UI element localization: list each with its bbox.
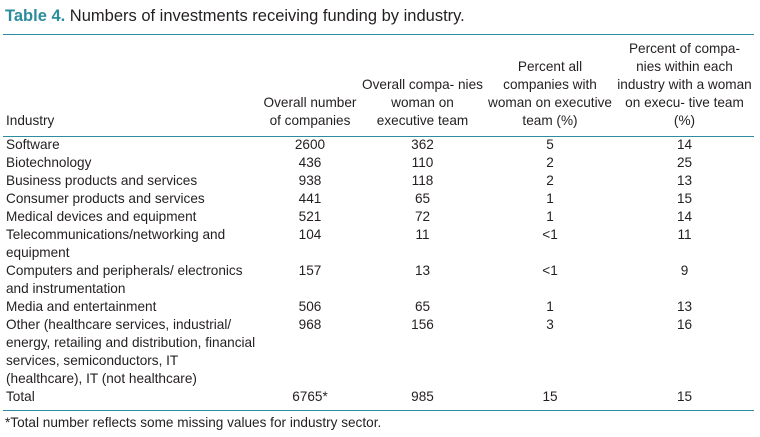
value-cell: 13: [676, 173, 693, 188]
industry-cell: Computers and peripherals/ electronics a…: [6, 263, 243, 296]
value-cell: 2600: [294, 137, 326, 152]
value-cell: 25: [676, 155, 693, 170]
value-cell: 6765*: [292, 389, 328, 404]
value-cell: 9: [680, 263, 689, 278]
industry-cell: Business products and services: [6, 173, 198, 188]
header-row: Industry Overall number of companies Ove…: [3, 38, 754, 134]
value-cell: 3: [546, 317, 554, 332]
industry-cell: Consumer products and services: [6, 191, 205, 206]
industry-funding-table: Industry Overall number of companies Ove…: [3, 38, 754, 406]
value-cell: 15: [542, 389, 558, 404]
header-rule: [3, 136, 754, 137]
value-cell: 13: [676, 299, 693, 314]
value-cell: 110: [411, 155, 434, 170]
header-percent-within: Percent of compa- nies within each indus…: [617, 41, 752, 128]
value-cell: <1: [542, 227, 558, 242]
table-row: Telecommunications/networking and equipm…: [3, 226, 754, 262]
table-number-label: Table 4.: [5, 7, 66, 25]
value-cell: 2: [546, 155, 554, 170]
value-cell: 5: [546, 137, 554, 152]
value-cell: 985: [411, 389, 434, 404]
value-cell: 15: [676, 389, 693, 404]
table-body: Software 2600 362 5 14 Biotechnology 436 110 2 25…: [3, 134, 754, 406]
value-cell: 156: [411, 317, 434, 332]
table-row: Media and entertainment 506 65 1 13: [3, 298, 754, 316]
header-industry: Industry: [6, 113, 55, 128]
table-row: Medical devices and equipment 521 72 1 14: [3, 208, 754, 226]
value-cell: 968: [298, 317, 322, 332]
table-row: Computers and peripherals/ electronics a…: [3, 262, 754, 298]
industry-cell: Medical devices and equipment: [6, 209, 197, 224]
value-cell: 15: [676, 191, 693, 206]
value-cell: 118: [411, 173, 434, 188]
value-cell: 14: [676, 137, 693, 152]
table-row: Total 6765* 985 15 15: [3, 388, 754, 406]
table-caption: Numbers of investments receiving funding…: [65, 7, 465, 25]
industry-cell: Total: [6, 389, 35, 404]
value-cell: 13: [414, 263, 431, 278]
value-cell: 436: [298, 155, 322, 170]
table-row: Consumer products and services 441 65 1 15: [3, 190, 754, 208]
industry-cell: Media and entertainment: [6, 299, 157, 314]
bottom-rule: [3, 410, 754, 411]
value-cell: 506: [298, 299, 322, 314]
top-rule: [3, 34, 754, 35]
value-cell: 72: [414, 209, 431, 224]
table-row: Biotechnology 436 110 2 25: [3, 154, 754, 172]
value-cell: 938: [298, 173, 322, 188]
value-cell: 104: [298, 227, 322, 242]
value-cell: 521: [298, 209, 322, 224]
value-cell: 1: [546, 191, 554, 206]
value-cell: 16: [676, 317, 693, 332]
value-cell: <1: [542, 263, 558, 278]
value-cell: 65: [414, 299, 431, 314]
table-title: Table 4. Numbers of investments receivin…: [5, 4, 755, 28]
value-cell: 1: [546, 209, 554, 224]
value-cell: 11: [415, 227, 430, 242]
header-overall-number: Overall number of companies: [263, 95, 357, 128]
value-cell: 65: [414, 191, 431, 206]
value-cell: 1: [546, 299, 554, 314]
industry-cell: Software: [6, 137, 60, 152]
value-cell: 441: [298, 191, 322, 206]
industry-cell: Other (healthcare services, industrial/ …: [6, 317, 256, 386]
footnote: *Total number reflects some missing valu…: [5, 415, 382, 430]
table-row: Other (healthcare services, industrial/ …: [3, 316, 754, 388]
value-cell: 2: [546, 173, 554, 188]
industry-cell: Telecommunications/networking and equipm…: [6, 227, 226, 260]
value-cell: 362: [411, 137, 434, 152]
table-row: Software 2600 362 5 14: [3, 134, 754, 154]
table-row: Business products and services 938 118 2 13: [3, 172, 754, 190]
industry-cell: Biotechnology: [6, 155, 92, 170]
value-cell: 11: [677, 227, 692, 242]
value-cell: 14: [676, 209, 693, 224]
header-overall-woman: Overall compa- nies woman on executive t…: [362, 77, 483, 128]
value-cell: 157: [298, 263, 322, 278]
header-percent-all: Percent all companies with woman on exec…: [488, 59, 612, 128]
